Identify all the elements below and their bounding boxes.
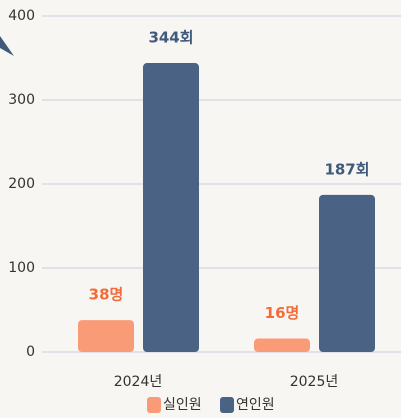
- value-label: 344회: [148, 29, 193, 47]
- decoration: [0, 36, 14, 56]
- x-tick-label: 2024년: [114, 374, 163, 390]
- x-tick-label: 2025년: [290, 374, 339, 390]
- bar: [254, 338, 310, 352]
- y-tick-label: 200: [8, 176, 35, 192]
- y-tick-label: 300: [8, 92, 35, 108]
- value-label: 38명: [89, 286, 124, 304]
- y-tick-label: 0: [26, 344, 35, 360]
- legend-swatch: [220, 397, 234, 413]
- value-label: 16명: [265, 304, 300, 322]
- y-tick-label: 400: [8, 8, 35, 24]
- bar: [319, 194, 375, 352]
- legend-label: 연인원: [236, 397, 275, 413]
- value-label: 187회: [324, 160, 369, 178]
- bar: [78, 320, 134, 352]
- y-tick-label: 100: [8, 260, 35, 276]
- legend-label: 실인원: [163, 397, 202, 413]
- legend-swatch: [147, 397, 161, 413]
- bar: [143, 63, 199, 352]
